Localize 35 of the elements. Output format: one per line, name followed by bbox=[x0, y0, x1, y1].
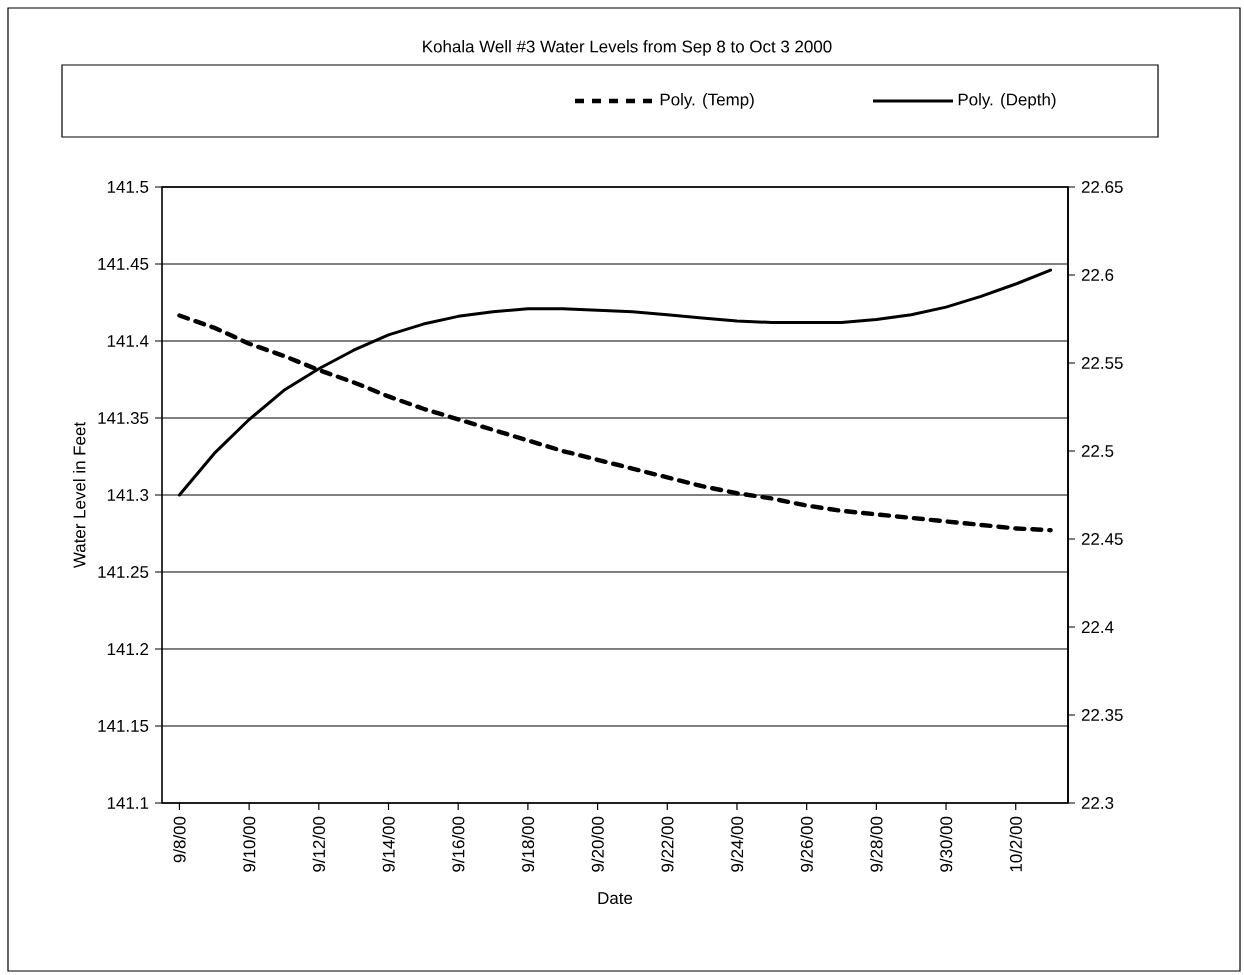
y-tick-label: 141.3 bbox=[107, 489, 149, 501]
y2-tick-label: 22.35 bbox=[1081, 709, 1123, 721]
y2-tick-label: 22.4 bbox=[1081, 621, 1114, 633]
x-tick-label: 9/20/00 bbox=[591, 816, 604, 872]
y2-tick-label: 22.65 bbox=[1081, 181, 1123, 193]
y-tick-label: 141.4 bbox=[107, 335, 149, 347]
y-tick-label: 141.5 bbox=[107, 181, 149, 193]
x-tick-label: 9/14/00 bbox=[382, 816, 395, 872]
y2-tick-label: 22.45 bbox=[1081, 533, 1123, 545]
x-tick-label: 9/22/00 bbox=[661, 816, 674, 872]
x-axis-title: Date bbox=[598, 892, 633, 905]
x-tick-label: 9/30/00 bbox=[939, 816, 953, 872]
y-axis-title: Water Level in Feet bbox=[73, 422, 86, 569]
y2-tick-label: 22.5 bbox=[1081, 445, 1114, 457]
y-tick-label: 141.35 bbox=[98, 412, 149, 424]
y-tick-label: 141.25 bbox=[98, 566, 149, 578]
x-tick-label: 9/12/00 bbox=[312, 816, 326, 872]
y2-tick-label: 22.55 bbox=[1081, 357, 1123, 369]
x-tick-label: 9/24/00 bbox=[730, 816, 744, 872]
y2-tick-label: 22.3 bbox=[1081, 797, 1114, 809]
x-tick-label: 9/16/00 bbox=[451, 816, 465, 872]
legend-label: Poly. (Temp) bbox=[660, 93, 754, 109]
x-tick-label: 9/26/00 bbox=[800, 816, 813, 872]
y-tick-label: 141.2 bbox=[107, 643, 149, 655]
y-tick-label: 141.15 bbox=[98, 720, 149, 732]
legend-label: Poly. (Depth) bbox=[958, 93, 1056, 109]
chart-title: Kohala Well #3 Water Levels from Sep 8 to Oct 3 2000 bbox=[423, 40, 832, 56]
y-tick-label: 141.1 bbox=[107, 797, 149, 809]
x-tick-label: 9/28/00 bbox=[870, 816, 883, 872]
x-tick-label: 9/10/00 bbox=[242, 816, 256, 872]
x-tick-label: 9/8/00 bbox=[173, 816, 186, 863]
y2-tick-label: 22.6 bbox=[1081, 269, 1114, 281]
x-tick-label: 10/2/00 bbox=[1009, 816, 1022, 872]
x-tick-label: 9/18/00 bbox=[521, 816, 535, 872]
y-tick-label: 141.45 bbox=[98, 258, 149, 270]
